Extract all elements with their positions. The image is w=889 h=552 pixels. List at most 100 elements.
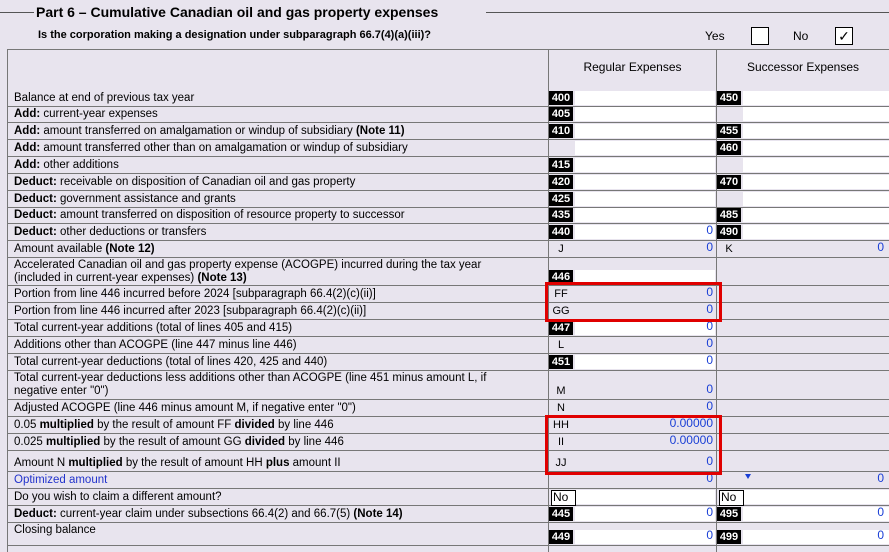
table-row: Portion from line 446 incurred before 20… [8, 285, 889, 303]
row-label: Deduct: government assistance and grants [14, 193, 236, 206]
regular-amount-value: 0 [706, 505, 713, 519]
label-note: (Note 12) [105, 243, 155, 255]
regular-amount-field[interactable] [575, 321, 715, 335]
label-text: Portion from line 446 incurred after 202… [14, 305, 367, 317]
successor-amount-field[interactable] [743, 107, 889, 121]
regular-amount-field[interactable] [575, 141, 715, 155]
label-text: government assistance and grants [56, 193, 236, 205]
row-label: Deduct: other deductions or transfers [14, 226, 206, 239]
label-text: Amount available [14, 243, 106, 255]
label-text: amount II [289, 457, 341, 469]
label-text: Adjusted ACOGPE (line 446 minus amount M… [14, 402, 356, 414]
label-keyword: Deduct: [14, 176, 57, 188]
line-number-449: 449 [549, 530, 573, 544]
label-keyword: Deduct: [14, 508, 57, 520]
successor-amount-field[interactable] [743, 192, 889, 206]
label-text: negative enter "0") [14, 385, 109, 397]
regular-amount-field[interactable] [575, 507, 715, 521]
regular-amount-field[interactable] [575, 225, 715, 239]
label-note: (Note 13) [197, 272, 247, 284]
regular-amount-field[interactable] [575, 270, 715, 284]
label-text: Total current-year additions (total of l… [14, 322, 293, 334]
row-label: Total current-year deductions (total of … [14, 356, 327, 369]
label-text: amount transferred on amalgamation or wi… [40, 125, 356, 137]
table-row: Balance at end of previous tax year 400 45… [8, 90, 889, 107]
regular-amount-field[interactable] [575, 192, 715, 206]
regular-claim-select[interactable]: No [551, 490, 576, 506]
regular-amount-field[interactable] [575, 107, 715, 121]
label-text: amount transferred on disposition of res… [56, 209, 405, 221]
regular-amount-field[interactable] [575, 91, 715, 105]
table-row: Optimized amount 0 0 [8, 471, 889, 489]
label-text: current-year expenses [40, 108, 158, 120]
amount-letter-K: K [725, 243, 733, 255]
label-keyword: Add: [14, 159, 41, 171]
no-label: No [793, 29, 809, 43]
legend-line [0, 12, 34, 13]
table-row: Add: amount transferred other than on am… [8, 140, 889, 157]
label-text: Portion from line 446 incurred before 20… [14, 288, 376, 300]
line-number-425: 425 [549, 192, 573, 206]
label-prefix: 0.025 [14, 436, 46, 448]
regular-amount-field[interactable] [575, 175, 715, 189]
successor-amount-field[interactable] [743, 91, 889, 105]
column-divider [548, 49, 549, 552]
regular-amount-field[interactable] [575, 490, 715, 504]
regular-amount-field[interactable] [575, 208, 715, 222]
label-keyword: Deduct: [14, 193, 57, 205]
successor-amount-field[interactable] [743, 158, 889, 172]
regular-amount-field[interactable] [575, 355, 715, 369]
successor-amount-value: 0 [877, 505, 884, 519]
successor-amount-field[interactable] [743, 225, 889, 239]
label-text: by the result of amount GG [100, 436, 245, 448]
regular-amount-value: 0.00000 [669, 416, 713, 430]
row-label: Amount available (Note 12) [14, 243, 155, 256]
amount-letter-II: II [557, 436, 565, 448]
successor-amount-field[interactable] [743, 208, 889, 222]
table-row: Add: other additions 415 [8, 157, 889, 174]
label-keyword: divided [234, 419, 275, 431]
row-label: Add: amount transferred on amalgamation … [14, 125, 405, 138]
line-number-446: 446 [549, 270, 573, 284]
dropdown-indicator-icon [745, 474, 751, 479]
label-keyword: multiplied [45, 436, 101, 448]
table-row: Deduct: other deductions or transfers 440… [8, 223, 889, 241]
highlight-box [545, 282, 722, 322]
label-keyword: Add: [14, 142, 41, 154]
table-row: Amount available (Note 12) J K 0 0 [8, 240, 889, 258]
line-number-447: 447 [549, 321, 573, 335]
successor-amount-field[interactable] [743, 175, 889, 189]
regular-amount-field[interactable] [575, 530, 715, 544]
row-label: Adjusted ACOGPE (line 446 minus amount M… [14, 402, 356, 415]
successor-amount-field[interactable] [743, 490, 889, 504]
regular-amount-field[interactable] [575, 158, 715, 172]
label-text: amount transferred other than on amalgam… [40, 142, 408, 154]
regular-amount-value: 0 [706, 285, 713, 299]
label-text: Balance at end of previous tax year [14, 92, 195, 104]
no-checkbox[interactable]: ✓ [835, 27, 853, 45]
column-header-successor: Successor Expenses [746, 60, 860, 74]
successor-amount-field[interactable] [743, 124, 889, 138]
regular-amount-value: 0 [706, 223, 713, 237]
line-number-485: 485 [717, 208, 741, 222]
regular-amount-value: 0 [706, 454, 713, 468]
successor-amount-field[interactable] [743, 141, 889, 155]
table-row: Accelerated Canadian oil and gas propert… [8, 258, 889, 286]
yes-checkbox[interactable] [751, 27, 769, 45]
successor-amount-field[interactable] [743, 507, 889, 521]
label-keyword: multiplied [68, 457, 123, 469]
table-row: Amount N multiplied by the result of amo… [8, 451, 889, 472]
regular-amount-value: 0 [706, 336, 713, 350]
table-row: Additions other than ACOGPE (line 447 mi… [8, 336, 889, 354]
row-label: 0.025 multiplied by the result of amount… [14, 436, 344, 449]
label-text: other deductions or transfers [56, 226, 207, 238]
regular-amount-field[interactable] [575, 124, 715, 138]
amount-letter-N: N [557, 402, 565, 414]
amount-letter-FF: FF [554, 288, 568, 300]
line-number-405: 405 [549, 107, 573, 121]
row-label: Accelerated Canadian oil and gas propert… [14, 259, 481, 285]
table-row: 0.025 multiplied by the result of amount… [8, 433, 889, 451]
successor-amount-field[interactable] [743, 530, 889, 544]
successor-claim-select[interactable]: No [719, 490, 744, 506]
label-text: Total current-year deductions (total of … [14, 356, 328, 368]
